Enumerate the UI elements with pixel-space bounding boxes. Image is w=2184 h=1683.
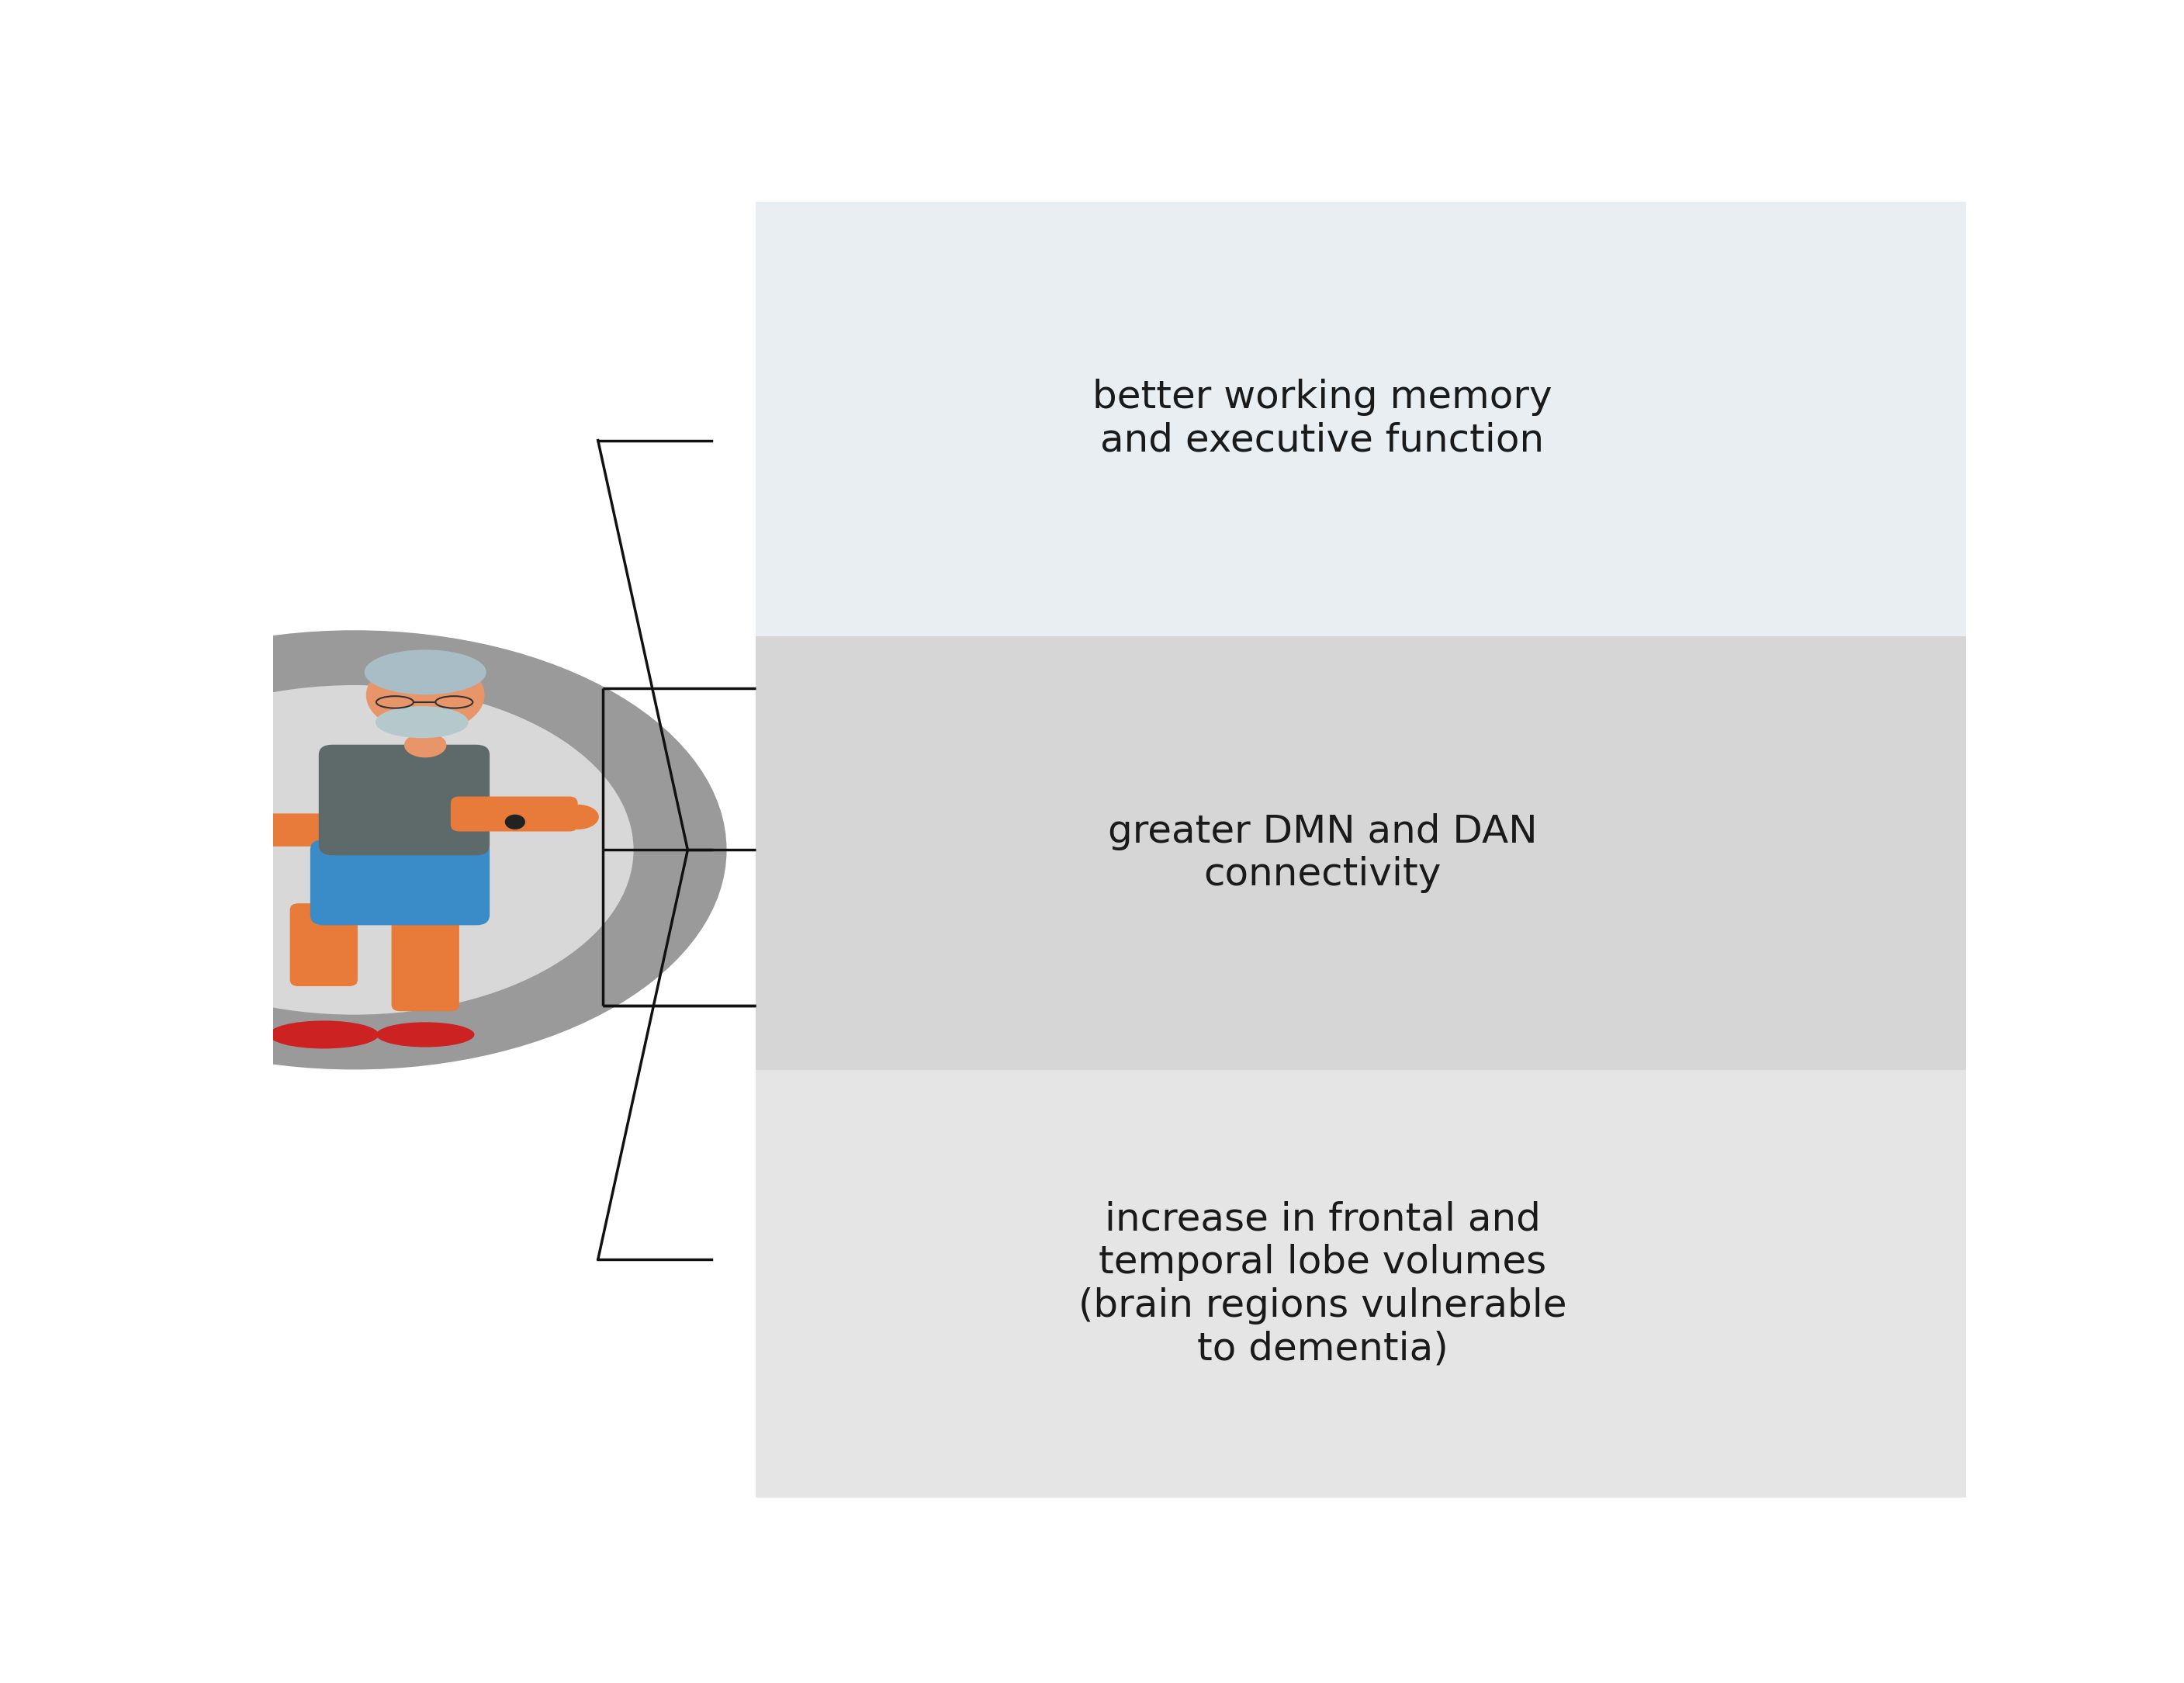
Bar xyxy=(756,636,1966,1070)
Ellipse shape xyxy=(404,732,446,757)
Ellipse shape xyxy=(367,658,485,732)
Ellipse shape xyxy=(74,685,633,1015)
Text: better working memory
and executive function: better working memory and executive func… xyxy=(1092,379,1553,459)
Ellipse shape xyxy=(376,1022,474,1047)
Bar xyxy=(756,202,1966,636)
Ellipse shape xyxy=(557,804,598,830)
FancyBboxPatch shape xyxy=(319,744,489,855)
Text: greater DMN and DAN
connectivity: greater DMN and DAN connectivity xyxy=(1107,813,1538,894)
Ellipse shape xyxy=(0,629,727,1070)
FancyBboxPatch shape xyxy=(310,840,489,926)
Ellipse shape xyxy=(365,650,487,695)
Ellipse shape xyxy=(505,815,524,830)
FancyBboxPatch shape xyxy=(290,904,358,986)
FancyBboxPatch shape xyxy=(391,909,459,1011)
Ellipse shape xyxy=(269,1020,378,1049)
Bar xyxy=(756,1070,1966,1498)
Text: increase in frontal and
temporal lobe volumes
(brain regions vulnerable
to demen: increase in frontal and temporal lobe vo… xyxy=(1079,1200,1566,1367)
Ellipse shape xyxy=(376,707,470,739)
FancyBboxPatch shape xyxy=(450,796,577,831)
FancyBboxPatch shape xyxy=(256,813,358,847)
